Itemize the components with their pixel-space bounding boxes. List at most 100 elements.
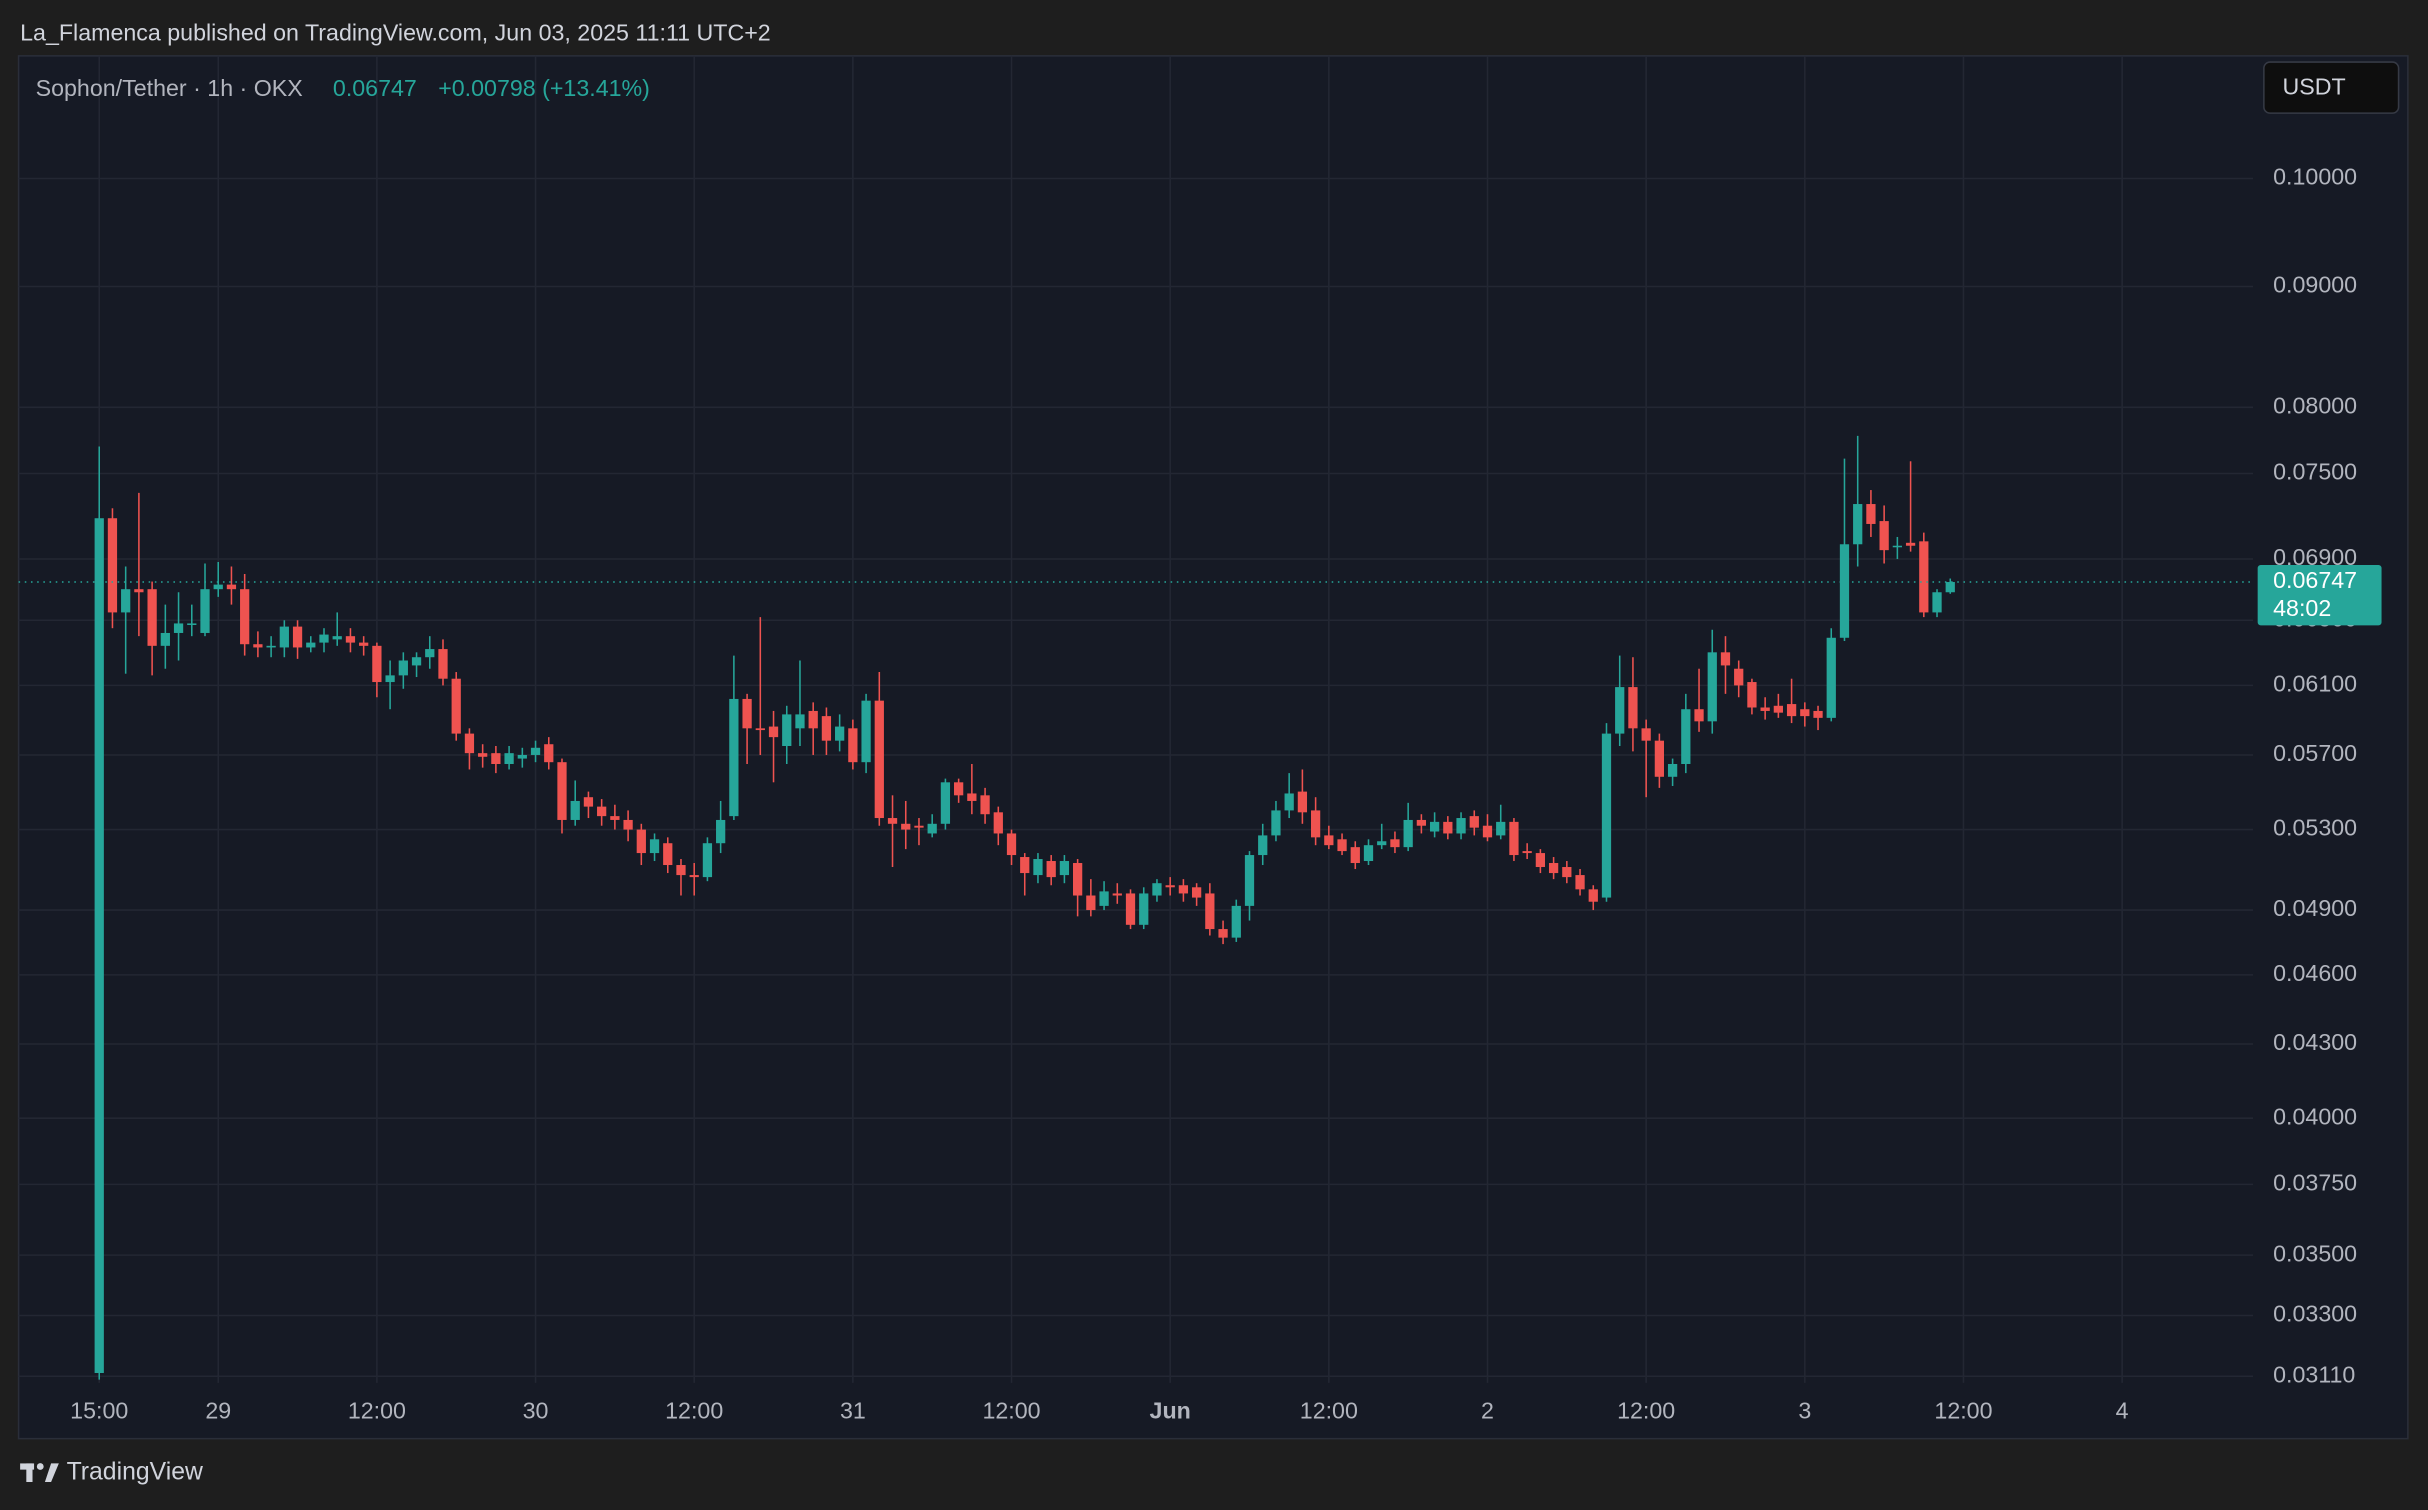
candle-body <box>372 645 382 683</box>
candle-body <box>1416 819 1427 826</box>
y-tick-label: 0.04000 <box>2273 1103 2357 1129</box>
candle-body <box>1297 791 1308 813</box>
candle-body <box>768 726 779 738</box>
candle-body <box>1165 885 1175 888</box>
candle-body <box>292 626 303 648</box>
candle-body <box>874 700 884 819</box>
candle-body <box>1086 895 1096 911</box>
y-tick-label: 0.03110 <box>2273 1361 2355 1387</box>
candle-body <box>1667 763 1678 777</box>
candle-body <box>742 698 752 729</box>
x-tick-label: 15:00 <box>70 1397 128 1423</box>
candle-body <box>1443 821 1453 834</box>
candle-body <box>1839 544 1850 638</box>
candle-body <box>121 589 131 613</box>
candle-body <box>1456 818 1466 834</box>
y-tick-label: 0.09000 <box>2273 272 2357 298</box>
candle-body <box>557 762 567 820</box>
countdown: 48:02 <box>2273 595 2331 621</box>
candle-body <box>1324 835 1334 846</box>
candle-body <box>1363 845 1374 862</box>
candle-body <box>1747 682 1757 708</box>
y-tick-label: 0.06100 <box>2273 671 2357 697</box>
candle-body <box>649 839 660 854</box>
candle-body <box>411 657 422 666</box>
candle-body <box>1535 853 1546 868</box>
brand-logo <box>20 1463 59 1483</box>
candle-body <box>385 675 395 683</box>
last-price-box <box>2257 564 2382 626</box>
candle-body <box>1945 582 1955 593</box>
candle-body <box>451 678 461 734</box>
candle-body <box>1853 504 1863 545</box>
candle-body <box>94 518 104 1373</box>
candle-body <box>610 816 620 820</box>
candle-body <box>689 875 699 878</box>
candle-body <box>1562 867 1572 878</box>
candle-body <box>1403 819 1413 848</box>
candle-body <box>914 825 924 828</box>
candle-body <box>967 793 977 801</box>
candle-body <box>1773 705 1783 713</box>
candle-body <box>504 753 514 764</box>
candle-body <box>729 698 739 817</box>
candle-body <box>636 829 646 854</box>
candle-body <box>478 753 488 757</box>
y-tick-label: 0.05700 <box>2273 740 2357 766</box>
candle-body <box>795 714 805 729</box>
candle-body <box>226 584 237 590</box>
candle-body <box>1734 668 1744 686</box>
x-tick-label: 12:00 <box>348 1397 406 1423</box>
candle-body <box>755 728 765 731</box>
candle-body <box>1231 905 1241 938</box>
candle-body <box>530 747 541 755</box>
candle-body <box>821 716 832 741</box>
candle-body <box>1178 885 1189 894</box>
candle-body <box>173 623 184 633</box>
candle-body <box>1601 733 1612 898</box>
candle-body <box>1786 704 1797 717</box>
candle-body <box>1866 504 1876 524</box>
candle-body <box>1205 893 1215 930</box>
candle-body <box>1258 835 1268 856</box>
candle-body <box>1826 637 1836 718</box>
candle-body <box>782 714 792 747</box>
candle-body <box>1139 893 1149 925</box>
symbol: Sophon/Tether · 1h · OKX <box>36 75 303 101</box>
candle-body <box>1482 825 1493 838</box>
candle-body <box>887 818 898 824</box>
axes: 0.100000.090000.080000.075000.069000.065… <box>70 164 2382 1423</box>
x-tick-label: 4 <box>2116 1397 2129 1423</box>
candle-body <box>570 800 580 820</box>
x-tick-label: Jun <box>1150 1397 1191 1423</box>
y-tick-label: 0.04900 <box>2273 895 2357 921</box>
candle-body <box>1390 839 1400 848</box>
brand: TradingView <box>67 1458 203 1485</box>
candle-body <box>425 649 435 658</box>
y-tick-label: 0.07500 <box>2273 459 2357 485</box>
y-tick-label: 0.04600 <box>2273 960 2357 986</box>
candle-body <box>1509 821 1519 856</box>
candle-body <box>1046 861 1056 878</box>
candle-body <box>623 819 633 830</box>
candle-body <box>1892 545 1902 548</box>
x-tick-label: 12:00 <box>665 1397 723 1423</box>
candle-body <box>1337 839 1347 852</box>
candle-body <box>835 726 845 741</box>
candle-body <box>1073 863 1083 896</box>
candle-body <box>1020 857 1030 874</box>
candle-body <box>187 623 197 625</box>
candle-body <box>1284 793 1294 811</box>
x-tick-label: 12:00 <box>1934 1397 1992 1423</box>
candle-body <box>1191 887 1202 898</box>
y-tick-label: 0.03300 <box>2273 1301 2357 1327</box>
x-tick-label: 29 <box>205 1397 231 1423</box>
candle-body <box>1469 816 1479 828</box>
candle-body <box>1615 687 1625 734</box>
currency-button[interactable] <box>2263 61 2400 114</box>
candle-body <box>980 795 990 815</box>
candle-body <box>1271 810 1281 836</box>
candle-body <box>927 823 937 834</box>
candle-body <box>702 843 713 878</box>
